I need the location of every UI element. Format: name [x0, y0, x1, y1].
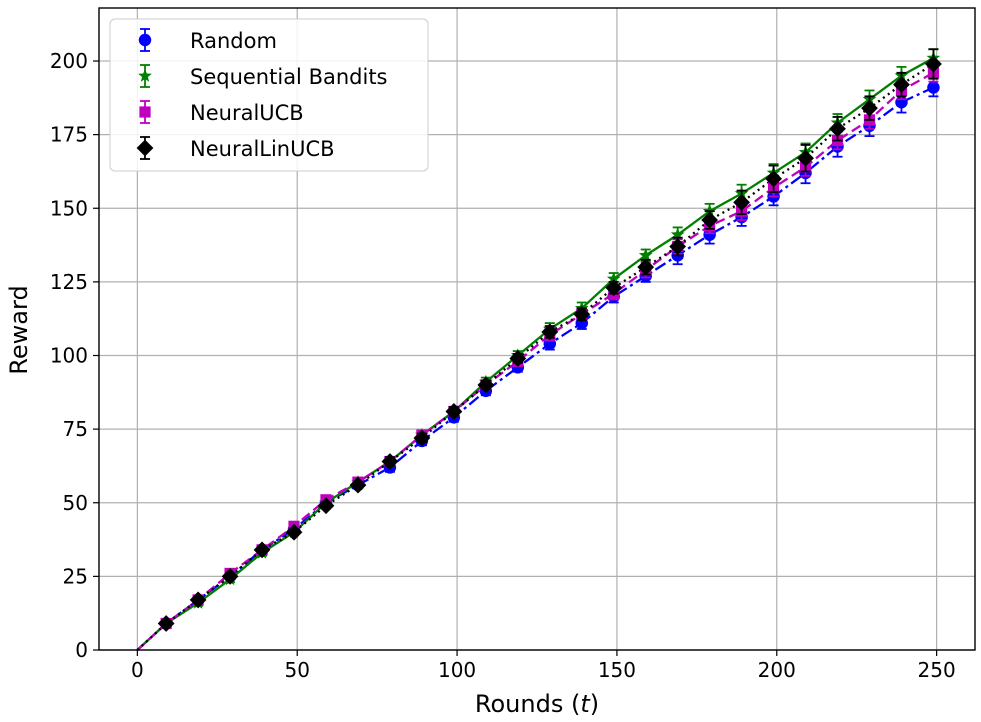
axis-ticks: 0 50 100 150 200 250 0 25 50 75 100 125 150 175 200: [50, 49, 956, 682]
data-point: [285, 523, 303, 541]
y-tick-label: 75: [63, 417, 88, 441]
legend-label: NeuralUCB: [190, 101, 304, 125]
data-point: [670, 227, 685, 241]
data-point: [413, 429, 431, 447]
y-tick-label: 200: [50, 49, 88, 73]
x-tick-label: 100: [438, 658, 476, 682]
data-point: [927, 81, 940, 94]
data-point: [606, 271, 621, 285]
x-axis-label: Rounds (t): [475, 690, 599, 718]
data-point: [733, 193, 751, 211]
x-tick-label: 250: [918, 658, 956, 682]
series-line: [136, 86, 934, 651]
y-tick-label: 100: [50, 344, 88, 368]
x-tick-label: 200: [758, 658, 796, 682]
grid-lines: [99, 8, 975, 651]
data-point: [381, 453, 399, 470]
y-tick-label: 25: [63, 564, 88, 588]
x-tick-label: 0: [131, 658, 144, 682]
y-tick-label: 0: [75, 638, 88, 662]
x-tick-label: 50: [284, 658, 309, 682]
legend-marker: [136, 139, 154, 157]
plot-frame: [98, 7, 976, 651]
legend-label: NeuralLinUCB: [190, 137, 335, 161]
x-axis-label-close: ): [590, 690, 599, 718]
data-point: [157, 615, 175, 632]
y-tick-label: 125: [50, 270, 88, 294]
data-point: [861, 99, 878, 117]
y-tick-label: 175: [50, 123, 88, 147]
legend-label: Random: [190, 29, 277, 53]
data-point: [925, 55, 942, 73]
legend-marker: [138, 33, 152, 47]
data-point: [765, 170, 782, 188]
data-point: [893, 76, 910, 93]
y-tick-label: 50: [63, 491, 88, 515]
legend: Random Sequential Bandits NeuralUCB NeuralL…: [109, 18, 429, 172]
y-tick-label: 150: [50, 196, 88, 220]
legend-marker: [138, 68, 152, 82]
x-tick-label: 150: [598, 658, 636, 682]
data-point: [638, 248, 653, 262]
data-point: [669, 238, 687, 255]
data-point: [701, 211, 719, 229]
data-point: [189, 591, 207, 609]
data-point: [703, 228, 716, 242]
data-point: [797, 149, 814, 167]
data-point: [637, 258, 655, 276]
data-point: [477, 376, 495, 394]
data-point: [253, 541, 271, 559]
data-point: [829, 120, 846, 138]
data-point: [445, 403, 463, 420]
legend-box: [109, 18, 429, 172]
data-point: [349, 476, 367, 494]
data-point: [605, 279, 623, 297]
data-point: [509, 350, 527, 367]
series-markers: [157, 48, 942, 632]
x-axis-label-text: Rounds (: [475, 690, 580, 718]
data-point: [573, 305, 591, 323]
data-point: [317, 497, 335, 515]
data-point: [541, 323, 559, 341]
legend-marker: [139, 106, 151, 118]
legend-label: Sequential Bandits: [190, 65, 388, 89]
y-axis-label: Reward: [5, 285, 33, 374]
x-axis-label-var: t: [580, 690, 591, 718]
data-point: [221, 567, 239, 585]
